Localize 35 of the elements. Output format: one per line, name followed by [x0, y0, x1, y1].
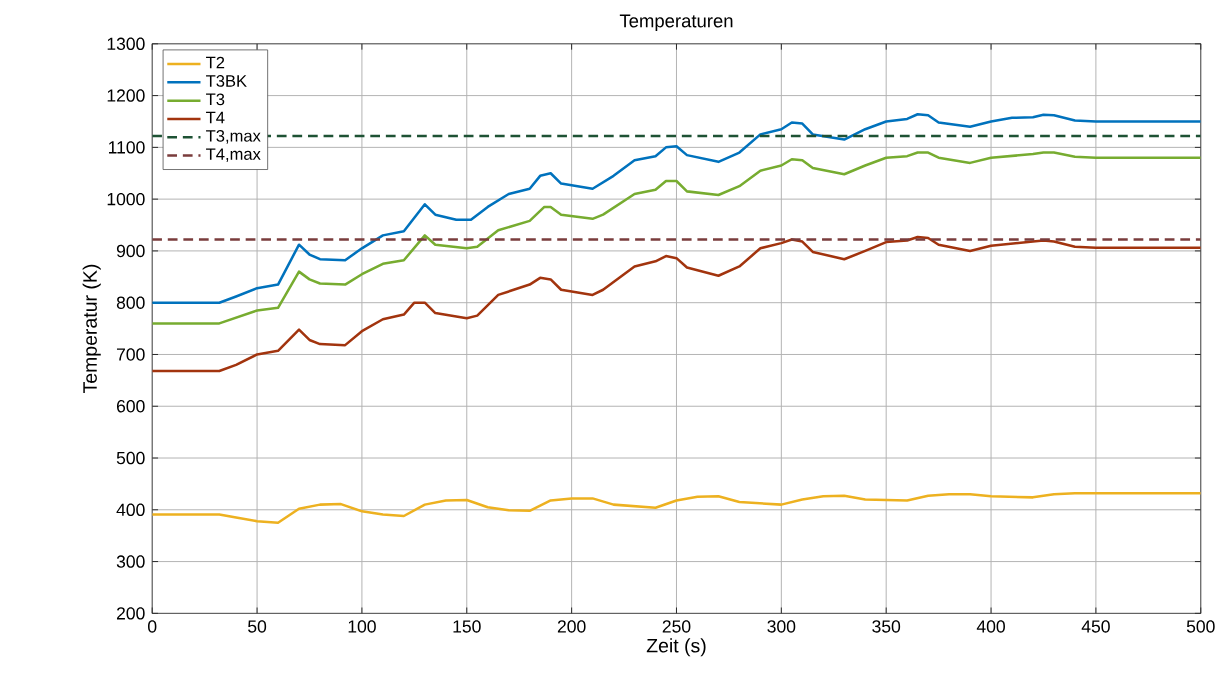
legend-label: T4,max: [206, 148, 261, 163]
y-tick-label: 1100: [108, 141, 145, 154]
y-tick-label: 500: [116, 452, 145, 465]
y-tick-label: 1200: [107, 89, 145, 102]
y-tick-label: 800: [116, 296, 145, 310]
y-tick-label: 900: [116, 244, 145, 258]
x-axis-title: Zeit (s): [646, 638, 706, 657]
y-tick-label: 200: [116, 607, 145, 620]
x-tick-label: 400: [976, 620, 1005, 633]
ref-line-label: T3,max: [206, 130, 261, 144]
x-tick-label: 200: [557, 620, 586, 633]
x-tick-label: 250: [662, 620, 691, 633]
y-tick-label: 1300: [107, 37, 145, 51]
legend-label: T3: [206, 93, 225, 106]
x-tick-label: 50: [248, 620, 267, 633]
legend-label: T2: [206, 56, 225, 69]
y-axis-title: Temperatur (K): [82, 265, 101, 394]
line-series: [152, 492, 1201, 525]
chart-title: Temperaturen: [619, 14, 733, 32]
y-tick-label: 700: [116, 348, 145, 361]
x-tick-label: 350: [872, 620, 901, 633]
x-tick-label: 300: [767, 620, 796, 633]
line-series: [152, 113, 1201, 305]
x-tick-label: 100: [348, 620, 376, 633]
x-tick-label: 150: [453, 620, 481, 633]
y-tick-label: 600: [116, 400, 145, 413]
legend-label: T3BK: [206, 75, 247, 87]
line-series: [152, 235, 1201, 373]
x-tick-label: 0: [148, 620, 157, 633]
x-tick-label: 450: [1081, 620, 1110, 633]
y-tick-label: 400: [116, 503, 145, 517]
x-tick-label: 500: [1186, 620, 1215, 633]
y-tick-label: 300: [116, 555, 145, 568]
y-tick-label: 1000: [107, 193, 145, 206]
legend-label: T4: [206, 112, 225, 124]
